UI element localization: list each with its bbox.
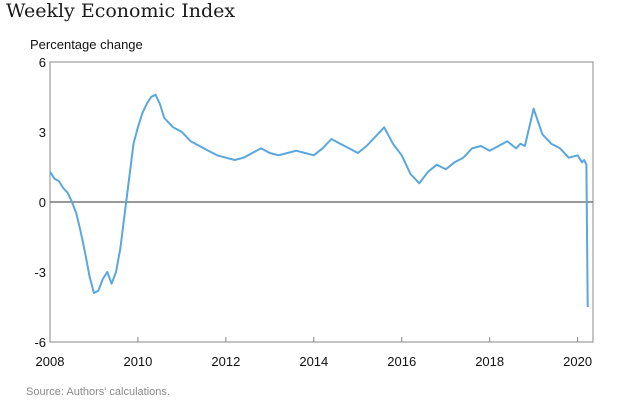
- x-tick-label: 2018: [475, 354, 504, 369]
- source-note: Source: Authors' calculations.: [26, 386, 170, 398]
- y-tick-label: -3: [34, 265, 46, 280]
- y-tick-label: 3: [39, 125, 46, 140]
- x-tick-label: 2010: [123, 354, 152, 369]
- y-tick-label: 0: [39, 195, 46, 210]
- chart-title: Weekly Economic Index: [6, 0, 236, 22]
- x-tick-label: 2020: [563, 354, 592, 369]
- y-tick-label: -6: [34, 335, 46, 350]
- x-tick-label: 2012: [211, 354, 240, 369]
- x-tick-label: 2016: [387, 354, 416, 369]
- x-axis-ticks: 2008 2010 2012 2014 2016 2018 2020: [36, 337, 592, 369]
- x-tick-label: 2008: [36, 354, 65, 369]
- y-tick-label: 6: [39, 55, 46, 70]
- y-axis-label: Percentage change: [30, 37, 143, 52]
- series-line: [49, 93, 589, 308]
- y-axis-ticks: 6 3 0 -3 -6: [34, 55, 46, 350]
- x-tick-label: 2014: [299, 354, 328, 369]
